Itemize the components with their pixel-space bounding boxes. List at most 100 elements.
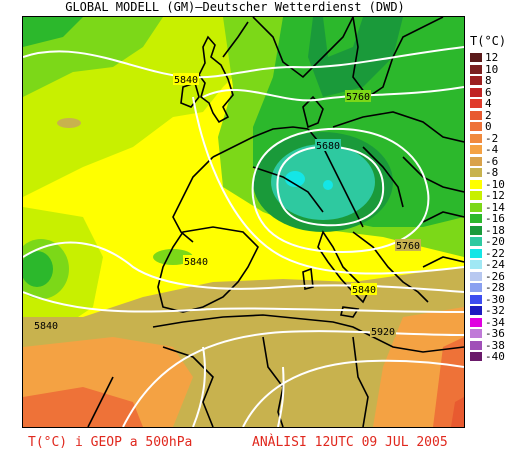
legend-label: -2 — [485, 131, 499, 145]
contour-label: 5840 — [352, 285, 376, 296]
coast-turkey — [422, 256, 464, 268]
legend-label: -40 — [485, 350, 505, 363]
coastlines — [87, 17, 464, 427]
coast-iberia — [157, 226, 259, 313]
legend-label: -4 — [485, 143, 499, 156]
legend-label: 10 — [485, 62, 499, 76]
coast-west-africa — [87, 376, 114, 427]
legend-swatch — [470, 87, 482, 97]
contour-5840-north — [23, 46, 464, 79]
legend-label: -36 — [485, 327, 505, 340]
legend-label: -16 — [485, 212, 505, 225]
coast-britain — [198, 35, 234, 124]
coast-baltic — [332, 111, 464, 143]
contour-africa-2 — [277, 366, 285, 427]
legend-swatch — [470, 260, 482, 269]
region-darkgreen-w — [23, 251, 53, 287]
coast-libya — [372, 336, 464, 353]
contour-5760-north — [202, 86, 464, 102]
legend-label: -24 — [485, 258, 505, 271]
legend-label: -14 — [485, 200, 505, 214]
region-darkgreen-nw — [23, 17, 83, 47]
legend-label: 12 — [485, 51, 499, 64]
legend-label: -28 — [485, 281, 505, 294]
legend-swatch — [470, 237, 482, 246]
legend-label: -18 — [485, 223, 505, 237]
contour-5680-ring — [276, 145, 385, 227]
coast-italy — [317, 230, 369, 304]
weather-map: 5840 5760 5680 5840 5760 5840 5840 5920 — [22, 16, 465, 428]
contour-label: 5760 — [346, 92, 370, 103]
chart-title: GLOBAL MODELL (GM)—Deutscher Wetterdiens… — [65, 0, 405, 14]
coast-norway — [252, 17, 354, 79]
region-patch-olive — [57, 118, 81, 128]
coast-black-sea — [422, 211, 464, 223]
coast-northsea — [212, 126, 309, 158]
legend-swatch — [470, 214, 482, 223]
legend-label: 2 — [485, 108, 492, 122]
coast-north-africa — [152, 314, 374, 338]
legend-swatch — [470, 329, 482, 338]
coast-sicily — [340, 306, 360, 318]
temperature-field: 5840 5760 5680 5840 5760 5840 5840 5920 — [23, 17, 464, 427]
legend-swatch — [470, 271, 482, 281]
legend-swatch — [470, 168, 482, 177]
region-cyan-b — [323, 180, 333, 190]
contour-label: 5760 — [396, 241, 420, 252]
legend-label: -6 — [485, 154, 499, 168]
legend-label: 8 — [485, 74, 492, 87]
contour-5920 — [122, 330, 464, 427]
coast-sweden-finland — [352, 17, 444, 99]
legend-swatch — [470, 99, 482, 108]
coast-sardinia — [302, 267, 314, 290]
legend-swatch — [470, 352, 482, 361]
legend-label: 6 — [485, 85, 492, 99]
border-ukraine — [402, 156, 464, 193]
legend-swatch — [470, 283, 482, 292]
contour-label: 5840 — [174, 75, 198, 86]
coast-balkans — [352, 231, 429, 303]
coast-scotland-n — [222, 21, 249, 58]
contour-5840-mid — [192, 96, 464, 275]
contour-5840-south — [23, 241, 464, 293]
border-africa-1 — [162, 346, 214, 427]
legend-label: -26 — [485, 269, 505, 283]
legend-label: -8 — [485, 166, 499, 179]
legend-swatch — [470, 76, 482, 85]
border-poland — [362, 146, 404, 208]
footer-analysis-time: ANÀLISI 12UTC 09 JUL 2005 — [252, 435, 448, 450]
legend-label: -32 — [485, 304, 505, 317]
legend-swatch — [470, 317, 482, 327]
contour-africa-1 — [192, 346, 206, 427]
border-africa-3 — [352, 336, 369, 427]
legend-title: T(°C) — [470, 34, 507, 48]
legend-label: -30 — [485, 292, 505, 306]
contour-5960 — [242, 359, 464, 427]
legend-swatch — [470, 53, 482, 62]
legend-swatch — [470, 179, 482, 189]
contour-label: 5680 — [316, 141, 340, 152]
legend-swatch — [470, 122, 482, 131]
contour-label: 5840 — [184, 257, 208, 268]
legend-swatch — [470, 191, 482, 200]
legend-label: 4 — [485, 97, 492, 110]
geopotential-contours — [23, 46, 464, 427]
region-cyan-a — [285, 171, 305, 187]
region-darkorange-sw — [23, 387, 143, 427]
legend-swatch — [470, 202, 482, 212]
footer-variable: T(°C) i GEOP a 500hPa — [28, 435, 193, 450]
contour-label: 5840 — [34, 321, 58, 332]
contour-5880 — [23, 291, 464, 313]
legend-swatch — [470, 156, 482, 166]
legend-swatch — [470, 133, 482, 143]
legend-swatch — [470, 64, 482, 74]
legend-swatch — [470, 145, 482, 154]
legend-label: -34 — [485, 315, 505, 329]
legend-label: -20 — [485, 235, 505, 248]
legend-swatch — [470, 306, 482, 315]
contour-labels: 5840 5760 5680 5840 5760 5840 5840 5920 — [33, 73, 421, 338]
legend-swatch — [470, 294, 482, 304]
coast-france-w — [172, 156, 214, 243]
legend-swatch — [470, 225, 482, 235]
region-cold-core — [271, 144, 375, 220]
